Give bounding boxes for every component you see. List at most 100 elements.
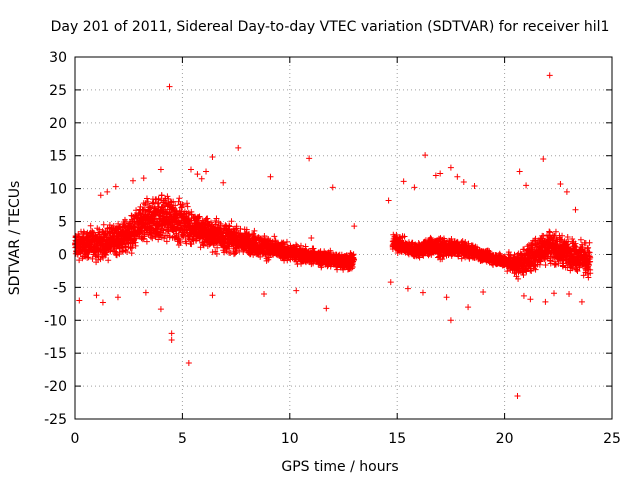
data-point <box>540 232 547 239</box>
data-point <box>213 215 220 222</box>
data-point <box>143 195 150 202</box>
data-point <box>471 183 478 190</box>
x-tick-label: 0 <box>71 431 80 447</box>
data-point <box>546 229 553 236</box>
x-tick-label: 5 <box>178 431 187 447</box>
y-axis-label: SDTVAR / TECUs <box>7 181 23 296</box>
data-point <box>443 294 450 301</box>
data-point <box>527 296 534 303</box>
data-point <box>127 245 134 252</box>
data-point <box>236 247 243 254</box>
data-point <box>119 248 126 255</box>
data-point <box>158 192 165 199</box>
data-point <box>515 275 522 282</box>
data-point <box>143 238 150 245</box>
data-point <box>183 200 190 207</box>
data-point <box>128 250 135 257</box>
data-point <box>334 266 341 273</box>
data-point <box>422 152 429 159</box>
data-point <box>587 254 594 261</box>
data-point <box>168 330 175 337</box>
data-point <box>112 248 119 255</box>
data-point <box>76 257 83 264</box>
data-point <box>97 192 104 199</box>
data-point <box>226 223 233 230</box>
data-point <box>532 266 539 273</box>
data-point <box>233 225 240 232</box>
data-point <box>172 202 179 209</box>
x-tick-label: 20 <box>496 431 514 447</box>
data-point <box>223 244 230 251</box>
data-point <box>228 218 235 225</box>
data-point <box>283 238 290 245</box>
data-point <box>93 292 100 299</box>
data-point <box>89 229 96 236</box>
y-tick-label: 30 <box>49 50 67 66</box>
data-point <box>401 233 408 240</box>
data-point <box>504 268 511 275</box>
y-tick-label: 0 <box>58 247 67 263</box>
y-tick-label: -10 <box>44 313 67 329</box>
data-point <box>261 290 268 297</box>
data-point <box>280 239 287 246</box>
data-point <box>209 154 216 161</box>
data-point <box>177 239 184 246</box>
data-point <box>586 239 593 246</box>
data-point <box>546 228 553 235</box>
data-point <box>235 144 242 151</box>
data-point <box>157 306 164 313</box>
data-point <box>577 236 584 243</box>
data-point <box>419 289 426 296</box>
data-point <box>520 292 527 299</box>
data-point <box>180 202 187 209</box>
data-point <box>110 222 117 229</box>
data-point <box>458 255 465 262</box>
data-point <box>155 236 162 243</box>
data-point <box>154 206 161 213</box>
data-point <box>411 184 418 191</box>
data-point <box>213 250 220 257</box>
data-point <box>140 175 147 182</box>
data-point <box>447 164 454 171</box>
data-point <box>112 183 119 190</box>
data-point <box>188 211 195 218</box>
data-point <box>587 270 594 277</box>
data-point <box>569 265 576 272</box>
data-point <box>514 392 521 399</box>
y-tick-label: 15 <box>49 149 67 165</box>
data-point <box>454 173 461 180</box>
chart-title: Day 201 of 2011, Sidereal Day-to-day VTE… <box>51 19 610 35</box>
data-point <box>168 337 175 344</box>
data-point <box>547 257 554 264</box>
data-point <box>100 221 107 228</box>
data-point <box>146 208 153 215</box>
data-point <box>164 193 171 200</box>
data-point <box>584 245 591 252</box>
data-point <box>566 290 573 297</box>
data-point <box>559 232 566 239</box>
data-point <box>214 244 221 251</box>
data-point <box>149 200 156 207</box>
data-point <box>185 360 192 367</box>
data-point <box>105 257 112 264</box>
data-point <box>194 171 201 178</box>
x-tick-label: 15 <box>388 431 406 447</box>
data-point <box>209 292 216 299</box>
data-point <box>129 177 136 184</box>
data-point <box>132 242 139 249</box>
data-point <box>196 213 203 220</box>
data-point <box>87 222 94 229</box>
data-point <box>420 252 427 259</box>
plot-frame <box>74 56 613 420</box>
data-point <box>528 268 535 275</box>
data-point <box>311 248 318 255</box>
data-point <box>220 179 227 186</box>
data-point <box>197 244 204 251</box>
data-point <box>99 299 106 306</box>
data-point <box>447 317 454 324</box>
data-point <box>540 156 547 163</box>
data-point <box>350 256 357 263</box>
data-point <box>265 254 272 261</box>
data-point <box>564 234 571 241</box>
